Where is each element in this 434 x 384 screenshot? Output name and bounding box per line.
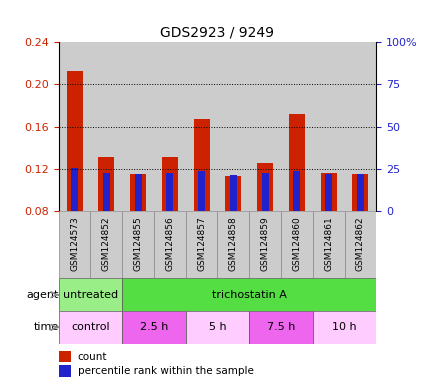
Text: control: control: [71, 322, 109, 333]
Bar: [98, 157, 114, 211]
Bar: [324, 174, 332, 211]
Bar: [312, 311, 375, 344]
Bar: [312, 211, 344, 278]
Bar: [71, 168, 78, 211]
Bar: [102, 173, 110, 211]
Bar: [256, 163, 273, 211]
Bar: [154, 42, 185, 211]
Text: 2.5 h: 2.5 h: [139, 322, 168, 333]
Bar: [59, 311, 122, 344]
Bar: [352, 174, 368, 211]
Text: GSM124573: GSM124573: [70, 217, 79, 271]
Bar: [225, 176, 241, 211]
Bar: [59, 278, 122, 311]
Text: GSM124855: GSM124855: [133, 217, 142, 271]
Bar: [59, 42, 90, 211]
Text: untreated: untreated: [63, 290, 118, 300]
Bar: [59, 211, 90, 278]
Text: GSM124858: GSM124858: [228, 217, 237, 271]
Bar: [154, 211, 185, 278]
Bar: [288, 114, 304, 211]
Bar: [217, 42, 249, 211]
Bar: [249, 311, 312, 344]
Bar: [185, 211, 217, 278]
Text: GSM124857: GSM124857: [197, 217, 206, 271]
Text: 7.5 h: 7.5 h: [266, 322, 295, 333]
Bar: [59, 366, 71, 377]
Bar: [293, 171, 300, 211]
Bar: [90, 211, 122, 278]
Bar: [344, 42, 375, 211]
Bar: [130, 174, 146, 211]
Text: count: count: [78, 352, 107, 362]
Bar: [280, 42, 312, 211]
Bar: [344, 211, 375, 278]
Bar: [261, 173, 268, 211]
Text: 10 h: 10 h: [332, 322, 356, 333]
Text: trichostatin A: trichostatin A: [211, 290, 286, 300]
Bar: [197, 171, 205, 211]
Bar: [320, 173, 336, 211]
Bar: [166, 173, 173, 211]
Text: GSM124852: GSM124852: [102, 217, 111, 271]
Text: GSM124862: GSM124862: [355, 217, 364, 271]
Bar: [280, 211, 312, 278]
Text: 5 h: 5 h: [208, 322, 226, 333]
Bar: [185, 311, 249, 344]
Bar: [122, 278, 375, 311]
Bar: [312, 42, 344, 211]
Text: GSM124860: GSM124860: [292, 217, 301, 271]
Bar: [217, 211, 249, 278]
Text: GSM124861: GSM124861: [323, 217, 332, 271]
Bar: [229, 175, 237, 211]
Bar: [185, 42, 217, 211]
Bar: [193, 119, 209, 211]
Bar: [122, 311, 185, 344]
Bar: [122, 42, 154, 211]
Text: GSM124856: GSM124856: [165, 217, 174, 271]
Bar: [90, 42, 122, 211]
Bar: [356, 174, 363, 211]
Bar: [249, 42, 280, 211]
Bar: [122, 211, 154, 278]
Text: agent: agent: [26, 290, 59, 300]
Text: time: time: [33, 322, 59, 333]
Bar: [134, 174, 141, 211]
Title: GDS2923 / 9249: GDS2923 / 9249: [160, 26, 274, 40]
Text: GSM124859: GSM124859: [260, 217, 269, 271]
Bar: [161, 157, 178, 211]
Bar: [249, 211, 280, 278]
Bar: [59, 351, 71, 362]
Bar: [66, 71, 82, 211]
Text: percentile rank within the sample: percentile rank within the sample: [78, 366, 253, 376]
